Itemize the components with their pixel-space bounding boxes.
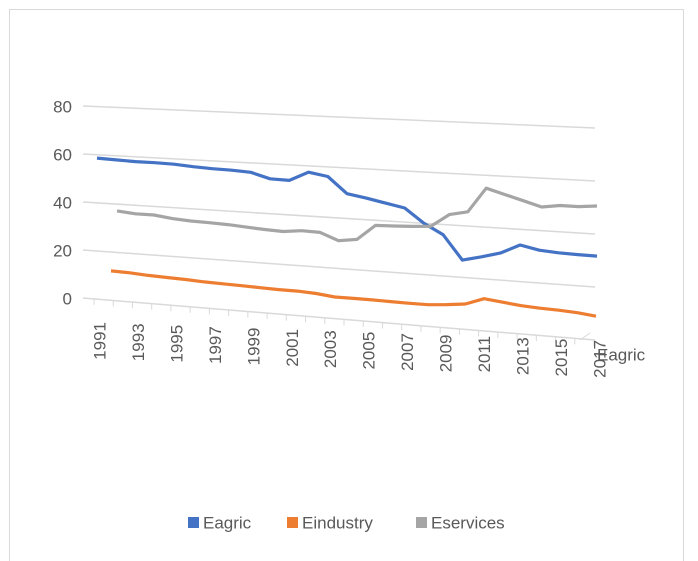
y-tick-label: 20 xyxy=(53,241,72,260)
legend-swatch xyxy=(188,517,199,528)
grid-line xyxy=(82,201,596,235)
x-tick-label: 1999 xyxy=(244,328,263,366)
grid-line xyxy=(82,297,596,341)
grid-line xyxy=(82,105,596,129)
y-tick-label: 80 xyxy=(53,97,72,116)
series-line xyxy=(116,186,598,243)
series-line xyxy=(110,269,597,318)
depth-label: Eagric xyxy=(597,345,646,364)
x-tick-label: 2001 xyxy=(283,329,302,367)
x-tick-label: 1993 xyxy=(129,323,148,361)
legend-label: Eindustry xyxy=(302,513,373,532)
x-tick-label: 2011 xyxy=(475,336,494,373)
grid-line xyxy=(82,153,596,182)
x-tick-label: 2015 xyxy=(552,339,571,377)
legend-swatch xyxy=(287,517,298,528)
y-tick-label: 0 xyxy=(63,289,72,308)
x-tick-label: 2007 xyxy=(398,333,417,371)
x-tick-label: 1997 xyxy=(206,326,225,364)
x-tick-label: 2005 xyxy=(360,332,379,370)
x-tick-label: 2017 xyxy=(590,340,609,378)
x-tick-label: 1991 xyxy=(90,322,109,360)
x-tick-label: 2009 xyxy=(437,334,456,372)
x-tick-label: 2013 xyxy=(514,337,533,375)
chart-border xyxy=(9,9,684,561)
grid-line xyxy=(82,249,596,288)
y-tick-label: 40 xyxy=(53,193,72,212)
legend-label: Eagric xyxy=(203,513,252,532)
legend-label: Eservices xyxy=(431,513,505,532)
legend-swatch xyxy=(416,517,427,528)
series-line xyxy=(96,156,598,262)
x-tick-label: 1995 xyxy=(167,325,186,363)
x-tick-label: 2003 xyxy=(321,330,340,368)
y-tick-label: 60 xyxy=(53,145,72,164)
